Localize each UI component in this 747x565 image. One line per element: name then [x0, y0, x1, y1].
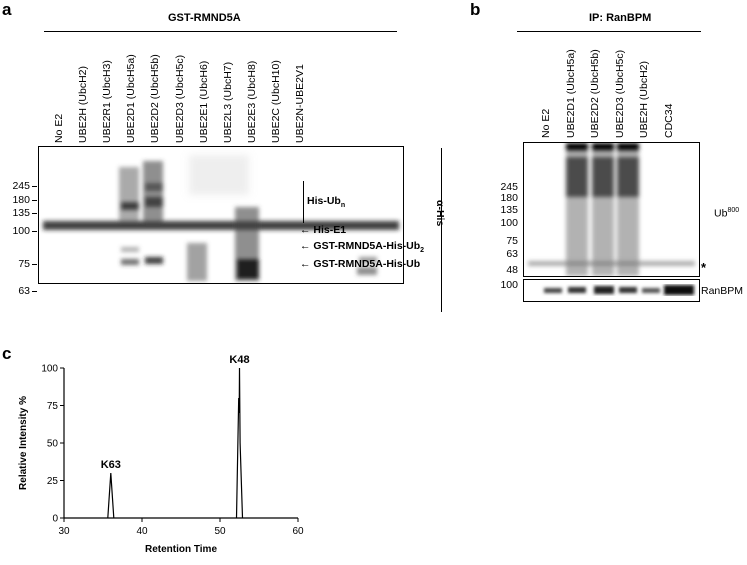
panel-b-lane-label: UBE2D2 (UbcH5b)	[589, 49, 601, 138]
panel-a-mw-tick	[32, 231, 37, 232]
panel-a-lane-label: UBE2E3 (UbcH8)	[245, 60, 258, 143]
peak-label-k63: K63	[101, 459, 121, 471]
panel-a-mw-tick	[32, 264, 37, 265]
nonspecific-star: *	[701, 260, 707, 275]
ranbpm-label: RanBPM	[701, 285, 744, 297]
panel-a-mw-marker: 63	[18, 285, 30, 297]
panel-a-letter: a	[2, 0, 12, 19]
antibody-label: α-His	[434, 200, 446, 227]
panel-b-lane-label: UBE2D3 (UbcH5c)	[613, 49, 626, 138]
panel-b-lower-marker: 100	[500, 279, 518, 291]
peak-k63	[107, 472, 115, 519]
panel-b-mw-marker: 180	[500, 192, 518, 204]
peak-k48	[235, 367, 244, 519]
panel-a-blot	[38, 146, 404, 284]
his-e1-label: ← His-E1	[300, 224, 347, 236]
panel-b-header-rule	[517, 31, 701, 32]
panel-a-lane-label: UBE2D2 (UbcH5b)	[149, 54, 162, 143]
panel-b-lane-label: UBE2D1 (UbcH5a)	[564, 49, 577, 138]
panel-c-letter: c	[2, 344, 12, 363]
x-axis-label: Retention Time	[145, 544, 217, 555]
y-tick-label: 75	[47, 401, 59, 412]
y-tick-label: 0	[52, 514, 58, 525]
gst-ub2-label: ← GST-RMND5A-His-Ub2	[300, 240, 425, 255]
panel-b-mw-marker: 100	[500, 217, 518, 229]
panel-b-lane-label: CDC34	[662, 103, 675, 138]
panel-b-mw-marker: 63	[506, 248, 518, 260]
panel-b-lane-label: UBE2H (UbcH2)	[638, 60, 650, 138]
panel-a-header-rule	[44, 31, 397, 32]
panel-b-mw-marker: 48	[506, 264, 518, 276]
panel-b-upper-blot-image	[528, 143, 695, 276]
panel-b-letter: b	[470, 0, 481, 19]
chromatogram: 0 25 50 75 100 30 40 50 60 Retention Time Relative…	[0, 350, 320, 565]
x-tick-label: 50	[214, 526, 226, 537]
y-axis-label: Relative Intensity %	[18, 396, 29, 490]
panel-b-lane-label: No E2	[540, 108, 552, 138]
y-tick-label: 100	[41, 364, 58, 375]
gst-ub-label: ← GST-RMND5A-His-Ub	[300, 258, 421, 270]
panel-a-mw-tick	[32, 213, 37, 214]
panel-a-lane-label: UBE2D1 (UbcH5a)	[125, 54, 138, 143]
panel-a-lane-label: UBE2R1 (UbcH3)	[101, 60, 114, 143]
x-tick-label: 60	[292, 526, 304, 537]
his-ubn-label: His-Ubn	[307, 195, 346, 210]
antibody-rule	[441, 148, 442, 312]
panel-a-lane-label: UBE2E1 (UbcH6)	[197, 60, 210, 143]
chromatogram-svg: 0 25 50 75 100 30 40 50 60 Retention Time Relative…	[18, 354, 304, 555]
y-tick-label: 25	[47, 476, 59, 487]
panel-a-lane-label: UBE2D3 (UbcH5c)	[173, 54, 186, 143]
panel-a-mw-marker: 135	[12, 207, 30, 219]
ub800-label: Ub800	[714, 207, 740, 220]
panel-b-upper-blot	[523, 142, 700, 277]
panel-a-lane-label: UBE2H (UbcH2)	[77, 65, 90, 143]
panel-a-mw-tick	[32, 291, 37, 292]
panel-a-mw-tick	[32, 200, 37, 201]
panel-a-lane-label: UBE2N-UBE2V1	[294, 64, 306, 143]
peak-label-k48: K48	[229, 354, 249, 366]
panel-a-header: GST-RMND5A	[168, 12, 241, 24]
panel-b-lower-blot-image	[544, 285, 694, 295]
panel-b-mw-marker: 245	[500, 181, 518, 193]
panel-a-mw-marker: 245	[12, 180, 30, 192]
panel-b-mw-marker: 75	[506, 235, 518, 247]
panel-a-blot-image	[43, 155, 399, 281]
panel-b-mw-marker: 135	[500, 204, 518, 216]
panel-a-mw-marker: 180	[12, 194, 30, 206]
panel-b-lower-blot	[523, 279, 700, 302]
panel-a-lane-label: UBE2C (UbcH10)	[269, 60, 282, 143]
panel-b-header: IP: RanBPM	[589, 12, 652, 24]
x-tick-label: 40	[136, 526, 148, 537]
panel-a-mw-marker: 100	[12, 225, 30, 237]
panel-a-mw-tick	[32, 186, 37, 187]
his-ubn-bracket	[303, 181, 304, 223]
x-tick-label: 30	[58, 526, 70, 537]
panel-a-lane-label: UBE2L3 (UbcH7)	[221, 61, 234, 143]
panel-a-mw-marker: 75	[18, 258, 30, 270]
y-tick-label: 50	[47, 439, 59, 450]
panel-a-lane-label: No E2	[53, 113, 65, 143]
